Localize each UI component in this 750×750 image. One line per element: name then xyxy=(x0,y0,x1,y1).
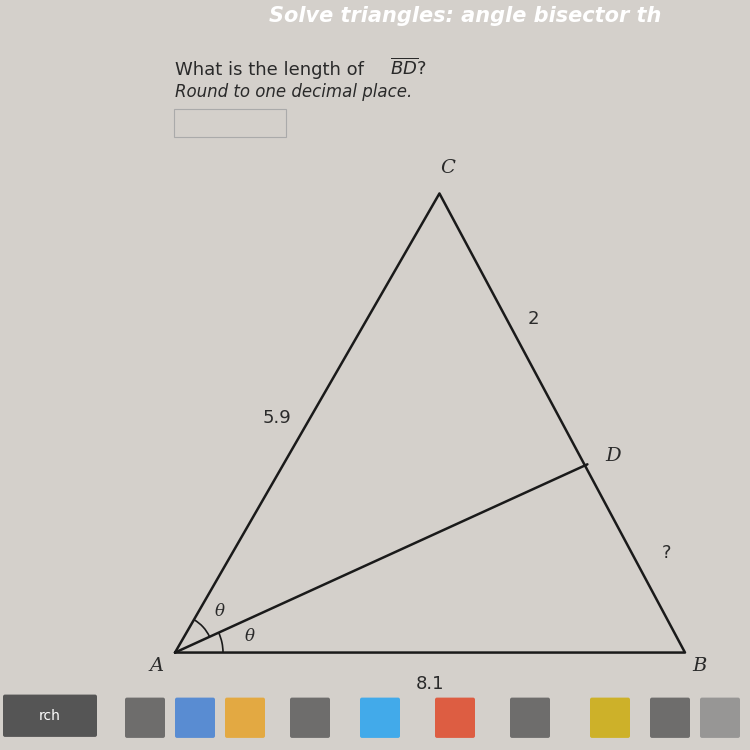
Text: 2: 2 xyxy=(528,310,539,328)
Text: 8.1: 8.1 xyxy=(416,674,444,692)
FancyBboxPatch shape xyxy=(3,694,97,737)
FancyBboxPatch shape xyxy=(590,698,630,738)
Text: 5.9: 5.9 xyxy=(262,409,292,427)
FancyBboxPatch shape xyxy=(225,698,265,738)
FancyBboxPatch shape xyxy=(360,698,400,738)
Text: Solve triangles: angle bisector th: Solve triangles: angle bisector th xyxy=(268,6,662,26)
Text: C: C xyxy=(440,160,455,178)
FancyBboxPatch shape xyxy=(650,698,690,738)
FancyBboxPatch shape xyxy=(700,698,740,738)
FancyBboxPatch shape xyxy=(174,109,286,136)
Text: What is the length of: What is the length of xyxy=(175,61,370,79)
Text: $\overline{BD}$?: $\overline{BD}$? xyxy=(390,57,427,79)
FancyBboxPatch shape xyxy=(290,698,330,738)
FancyBboxPatch shape xyxy=(175,698,215,738)
Text: ?: ? xyxy=(662,544,671,562)
Text: θ: θ xyxy=(245,628,255,645)
Text: θ: θ xyxy=(215,603,225,620)
Text: D: D xyxy=(605,447,621,465)
FancyBboxPatch shape xyxy=(510,698,550,738)
Text: rch: rch xyxy=(39,709,61,723)
FancyBboxPatch shape xyxy=(125,698,165,738)
Text: Round to one decimal place.: Round to one decimal place. xyxy=(175,82,413,100)
FancyBboxPatch shape xyxy=(435,698,475,738)
Text: A: A xyxy=(150,656,164,674)
Text: B: B xyxy=(692,656,706,674)
